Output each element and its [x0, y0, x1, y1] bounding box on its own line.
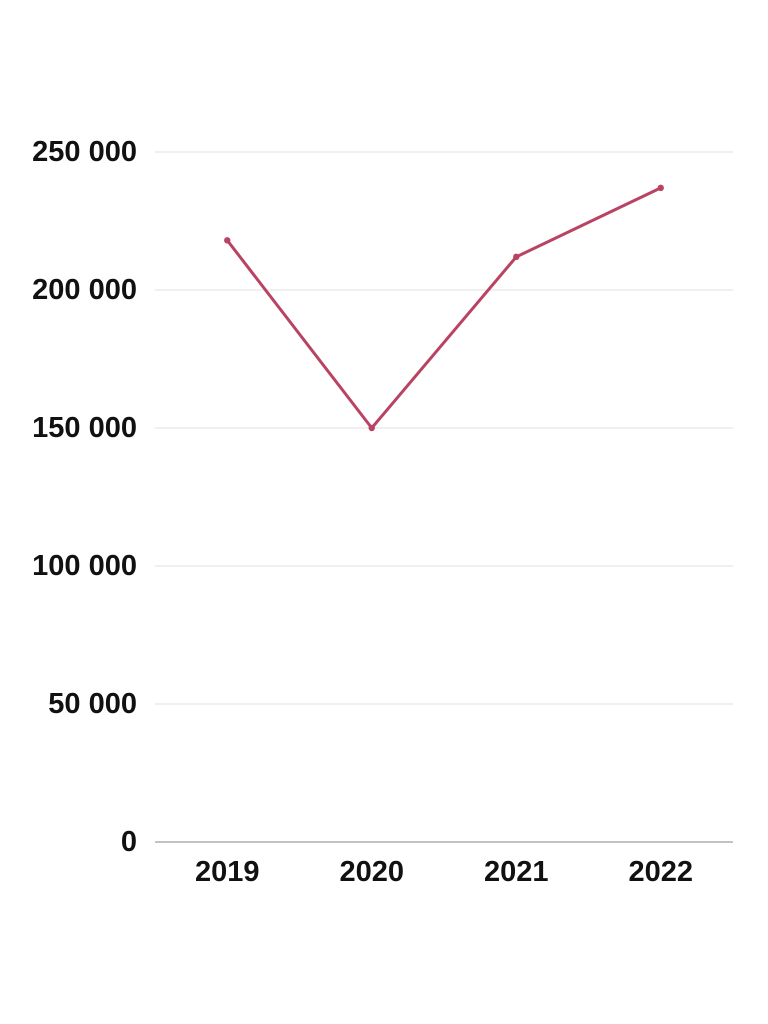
data-line [225, 186, 663, 430]
y-axis-tick-label: 200 000 [32, 274, 137, 306]
y-axis-tick-label: 0 [121, 826, 137, 858]
x-axis-tick-label: 2021 [484, 856, 549, 888]
x-axis-tick-label: 2019 [195, 856, 260, 888]
y-axis-tick-label: 100 000 [32, 550, 137, 582]
data-point [513, 253, 520, 261]
y-axis-tick-label: 250 000 [32, 136, 137, 168]
x-axis-tick-label: 2022 [628, 856, 693, 888]
data-point [368, 424, 375, 432]
y-axis-tick-label: 50 000 [48, 688, 137, 720]
y-axis-tick-label: 150 000 [32, 412, 137, 444]
data-point [224, 237, 231, 244]
data-point [657, 184, 664, 192]
x-axis-tick-label: 2020 [339, 856, 404, 888]
